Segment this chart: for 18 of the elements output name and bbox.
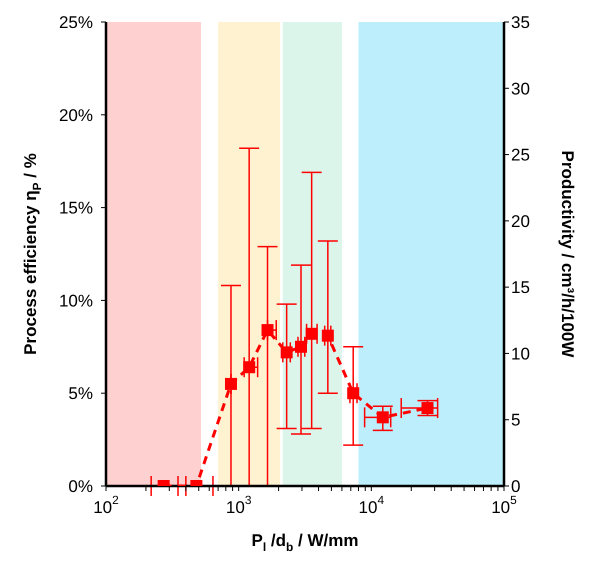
y2-axis-title: Productivity / cm³/h/100W [558,150,578,358]
x-tick-label: 10$^{3}$ [226,493,252,516]
y2-tick-label: 30 [511,79,530,98]
y2-tick-label: 35 [511,13,530,32]
y-tick-label: 15% [58,198,93,218]
y2-tick-label: 20 [511,212,530,231]
y-tick-label: 20% [58,105,93,124]
y-tick-label: 5% [68,384,93,403]
x-tick-label: 10$^{4}$ [358,493,384,516]
y-tick-label: 10% [58,290,93,310]
y2-tick-label: 15 [511,278,530,298]
y-tick-label: 0% [68,476,93,496]
x-axis-title: P$_{l}$ /d$_{b}$ / W/mm [252,530,358,554]
x-tick-label: 10$^{2}$ [93,493,120,516]
y2-tick-label: 25 [511,146,530,165]
y2-tick-label: 10 [511,344,530,364]
y-tick-label: 25% [58,12,93,32]
y2-tick-label: 5 [511,410,520,430]
